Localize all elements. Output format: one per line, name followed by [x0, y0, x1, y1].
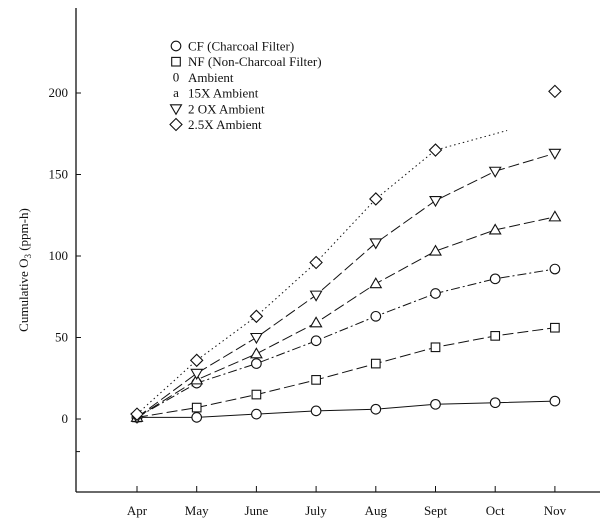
data-point-circle	[310, 335, 322, 347]
data-point-circle	[489, 273, 501, 285]
legend-entry: CF (Charcoal Filter)	[170, 39, 294, 54]
y-tick-label: 50	[55, 330, 68, 345]
data-point-square	[550, 322, 560, 333]
x-tick-label: Nov	[544, 503, 567, 518]
data-point-triangle-up	[249, 347, 263, 359]
data-point-diamond	[189, 353, 204, 368]
y-axis-ticks: 0 50 100 150 200	[49, 85, 81, 453]
data-point-triangle-down	[309, 290, 323, 302]
series-line	[136, 327, 555, 418]
legend-label: Ambient	[188, 70, 234, 85]
series-line	[137, 400, 555, 418]
data-point-diamond	[309, 255, 323, 270]
legend-label: NF (Non-Charcoal Filter)	[188, 54, 322, 69]
x-tick-label: June	[244, 503, 268, 518]
data-point-circle	[489, 397, 501, 409]
data-point-diamond	[548, 84, 562, 99]
data-point-triangle-down	[369, 238, 383, 250]
data-point-circle	[370, 310, 382, 322]
data-point-square	[191, 402, 202, 413]
data-point-circle	[430, 288, 441, 299]
series-line	[136, 216, 556, 418]
data-point-triangle-up	[548, 210, 562, 222]
legend-symbol: a	[173, 85, 179, 100]
legend-entry: 0 Ambient	[173, 69, 234, 85]
x-tick-label: Oct	[486, 503, 505, 518]
data-point-circle	[191, 412, 203, 423]
data-point-diamond	[130, 407, 144, 421]
data-point-diamond	[169, 117, 183, 132]
legend-label: CF (Charcoal Filter)	[188, 39, 294, 54]
legend-entry: 2.5X Ambient	[169, 117, 262, 132]
series-line	[136, 268, 555, 418]
x-axis-ticks: Apr May June July Aug Sept Oct Nov	[127, 486, 567, 518]
series-2	[132, 322, 560, 423]
data-point-triangle-down	[190, 368, 204, 380]
data-point-triangle-down	[429, 196, 442, 208]
series-group	[130, 84, 562, 424]
data-point-diamond	[428, 143, 443, 157]
axes	[75, 8, 600, 493]
data-point-triangle-down	[548, 148, 562, 160]
y-axis-title: Cumulative O3 (ppm-h)	[16, 208, 33, 332]
x-tick-label: July	[305, 503, 327, 518]
x-tick-label: May	[185, 503, 209, 518]
legend-label: 2.5X Ambient	[188, 117, 262, 132]
data-point-triangle-up	[429, 244, 442, 256]
x-tick-label: Sept	[424, 503, 448, 518]
data-point-circle	[549, 263, 561, 275]
y-tick-label: 200	[49, 85, 69, 100]
data-point-circle	[549, 395, 561, 407]
data-point-triangle-up	[488, 223, 502, 235]
data-point-circle	[310, 405, 322, 417]
data-point-triangle-down	[249, 332, 263, 345]
y-tick-label: 0	[62, 411, 69, 426]
series-4	[130, 210, 562, 422]
data-point-circle	[251, 358, 262, 369]
data-point-square	[251, 389, 262, 400]
y-tick-label: 100	[49, 248, 69, 263]
data-point-circle	[170, 40, 182, 52]
data-point-triangle-down	[488, 166, 502, 178]
data-point-square	[370, 358, 381, 369]
y-tick-label: 150	[49, 167, 69, 182]
series-6	[130, 84, 562, 421]
data-point-square	[311, 375, 321, 385]
legend-symbol: 0	[173, 69, 180, 84]
data-point-circle	[251, 408, 262, 420]
legend-entry: NF (Non-Charcoal Filter)	[171, 54, 322, 69]
legend-entry: 2 OX Ambient	[169, 101, 265, 116]
data-point-square	[430, 342, 441, 353]
data-point-triangle-up	[309, 316, 323, 328]
series-line	[136, 152, 556, 418]
data-point-square	[171, 56, 181, 67]
data-point-diamond	[249, 309, 264, 324]
x-tick-label: Apr	[127, 503, 148, 518]
x-tick-label: Aug	[365, 503, 388, 518]
data-point-triangle-down	[169, 104, 183, 116]
data-point-circle	[370, 403, 382, 415]
data-point-circle	[430, 398, 441, 410]
data-point-triangle-up	[369, 277, 383, 289]
data-point-diamond	[369, 192, 383, 206]
legend: CF (Charcoal Filter)NF (Non-Charcoal Fil…	[169, 39, 322, 132]
data-point-square	[490, 331, 501, 341]
legend-label: 15X Ambient	[188, 86, 259, 101]
legend-entry: a 15X Ambient	[173, 85, 259, 101]
legend-label: 2 OX Ambient	[188, 101, 265, 116]
